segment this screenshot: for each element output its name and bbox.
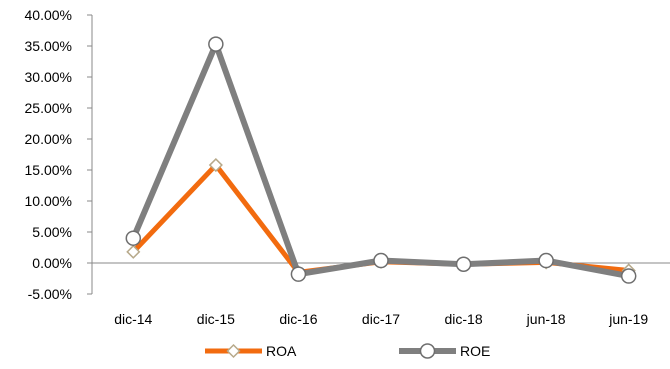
x-tick-label: dic-14 xyxy=(114,311,152,327)
x-tick-labels: dic-14 dic-15 dic-16 dic-17 dic-18 jun-18 jun-… xyxy=(114,311,648,327)
x-tick-label: jun-18 xyxy=(526,311,566,327)
x-tick-label: dic-17 xyxy=(362,311,400,327)
y-tick-label: 15.00% xyxy=(25,162,72,178)
y-tick-label: 20.00% xyxy=(25,131,72,147)
y-tick-label: 25.00% xyxy=(25,100,72,116)
x-tick-label: dic-18 xyxy=(445,311,483,327)
y-tick-label: -5.00% xyxy=(28,286,72,302)
legend-label: ROA xyxy=(266,343,297,359)
roa-point xyxy=(226,343,241,359)
y-tick-label: 35.00% xyxy=(25,38,72,54)
y-tick-label: 30.00% xyxy=(25,69,72,85)
legend-label: ROE xyxy=(460,343,490,359)
y-tick-label: 0.00% xyxy=(32,255,72,271)
x-tick-label: dic-15 xyxy=(197,311,235,327)
roa-point xyxy=(208,157,223,173)
roe-point xyxy=(620,268,637,284)
x-tick-label: dic-16 xyxy=(279,311,317,327)
x-tick-label: jun-19 xyxy=(608,311,648,327)
legend-item-roa: ROA xyxy=(205,343,297,359)
legend-item-roe: ROE xyxy=(399,343,490,359)
roe-point xyxy=(419,343,436,359)
roe-point xyxy=(208,36,224,52)
roa-point xyxy=(126,244,141,259)
y-tick-label: 10.00% xyxy=(25,193,72,209)
roe-point xyxy=(290,266,307,282)
y-tick-label: 40.00% xyxy=(25,7,72,23)
roe-point xyxy=(125,230,142,246)
roe-point xyxy=(373,252,389,269)
series-group xyxy=(125,36,637,284)
y-tick-labels: -5.00% 0.00% 5.00% 10.00% 15.00% 20.00% 25.00%… xyxy=(25,7,92,302)
roe-point xyxy=(538,252,554,269)
series-roe xyxy=(125,36,637,284)
series-line-roe xyxy=(130,41,632,280)
legend: ROA ROE xyxy=(205,343,490,359)
roe-point xyxy=(455,256,472,272)
axes xyxy=(91,15,670,294)
y-tick-label: 5.00% xyxy=(32,224,72,240)
